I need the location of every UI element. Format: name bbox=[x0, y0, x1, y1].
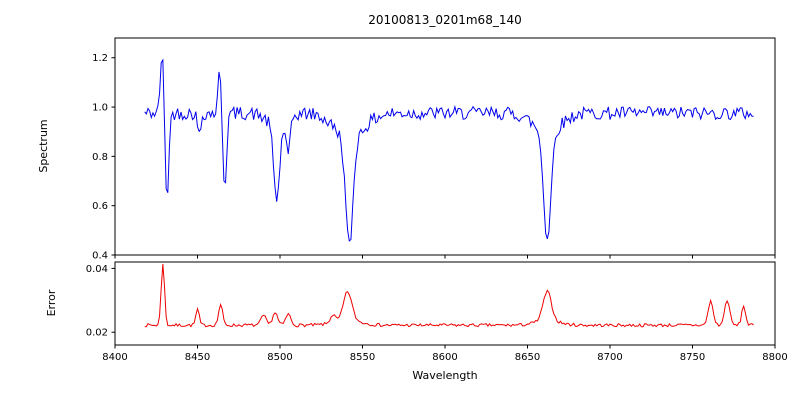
chart-title: 20100813_0201m68_140 bbox=[368, 13, 521, 27]
x-tick-label: 8400 bbox=[102, 352, 127, 363]
x-tick-label: 8750 bbox=[680, 352, 705, 363]
spectrum-line bbox=[144, 58, 754, 242]
x-tick-label: 8600 bbox=[432, 352, 457, 363]
spectrum-y-tick-label: 0.4 bbox=[92, 251, 108, 262]
error-line bbox=[144, 264, 754, 328]
x-tick-label: 8650 bbox=[515, 352, 540, 363]
spectrum-y-tick-label: 1.0 bbox=[92, 103, 108, 114]
series-layer bbox=[144, 58, 754, 328]
x-tick-label: 8450 bbox=[185, 352, 210, 363]
spectrum-y-tick-label: 1.2 bbox=[92, 53, 108, 64]
axes-layer: 0.4 0.6 0.8 1.0 1.2 0.02 0.04 8400 8450 8500 8550 8… bbox=[86, 37, 788, 363]
x-tick-label: 8800 bbox=[762, 352, 787, 363]
x-axis-label: Wavelength bbox=[412, 369, 477, 382]
spectrum-axes-border bbox=[114, 37, 776, 256]
spectrum-y-tick-label: 0.8 bbox=[92, 152, 108, 163]
error-y-axis-label: Error bbox=[45, 289, 58, 316]
spectrum-y-axis-label: Spectrum bbox=[37, 119, 50, 172]
x-tick-label: 8500 bbox=[267, 352, 292, 363]
error-axes-border bbox=[114, 261, 776, 346]
x-tick-label: 8700 bbox=[597, 352, 622, 363]
spectrum-y-tick-label: 0.6 bbox=[92, 201, 108, 212]
error-y-tick-label: 0.02 bbox=[86, 328, 108, 339]
x-tick-label: 8550 bbox=[350, 352, 375, 363]
error-y-tick-label: 0.04 bbox=[86, 264, 108, 275]
